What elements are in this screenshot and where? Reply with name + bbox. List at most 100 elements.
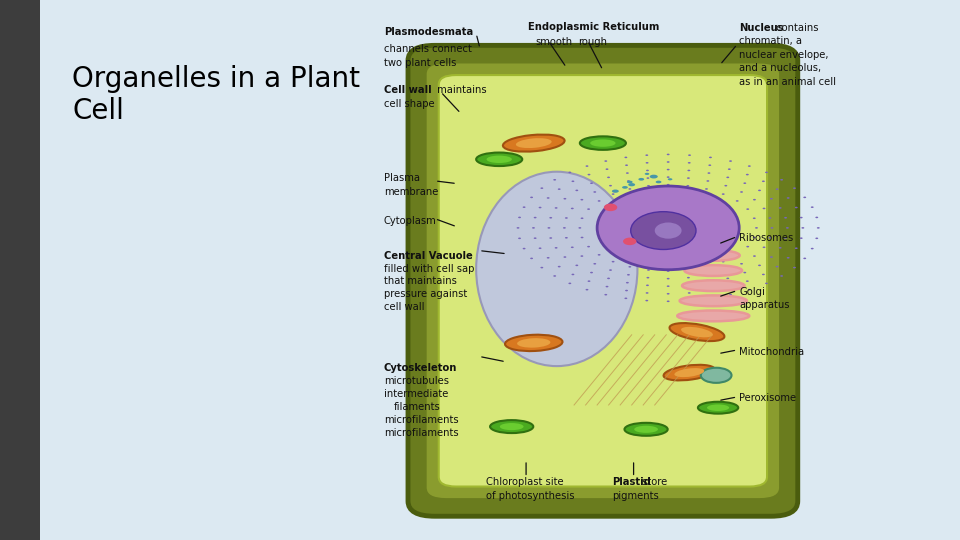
Ellipse shape	[793, 187, 796, 189]
Ellipse shape	[666, 300, 670, 302]
Text: Nucleus: Nucleus	[739, 23, 783, 33]
Ellipse shape	[793, 267, 796, 268]
Ellipse shape	[624, 298, 627, 299]
Ellipse shape	[578, 227, 582, 229]
Ellipse shape	[607, 278, 610, 279]
Ellipse shape	[771, 227, 774, 229]
Bar	[0, 0, 40, 540]
Ellipse shape	[505, 335, 563, 351]
Ellipse shape	[688, 300, 691, 301]
Ellipse shape	[804, 197, 806, 198]
Ellipse shape	[746, 208, 749, 210]
Ellipse shape	[625, 290, 628, 292]
Ellipse shape	[740, 263, 743, 265]
Ellipse shape	[609, 185, 612, 186]
Ellipse shape	[698, 402, 738, 414]
Ellipse shape	[564, 217, 567, 219]
Ellipse shape	[800, 238, 803, 239]
Ellipse shape	[746, 280, 749, 282]
Ellipse shape	[709, 157, 712, 158]
Ellipse shape	[593, 263, 596, 265]
Ellipse shape	[728, 286, 731, 287]
Text: pressure against: pressure against	[384, 289, 468, 300]
Ellipse shape	[571, 274, 574, 275]
Ellipse shape	[646, 162, 649, 164]
Ellipse shape	[786, 227, 789, 229]
Ellipse shape	[476, 172, 637, 366]
Ellipse shape	[779, 207, 781, 209]
Ellipse shape	[666, 278, 670, 280]
Ellipse shape	[564, 198, 566, 199]
Ellipse shape	[743, 183, 746, 184]
Text: nuclear envelope,: nuclear envelope,	[739, 50, 828, 60]
Ellipse shape	[555, 247, 558, 248]
Ellipse shape	[516, 227, 519, 228]
Text: Cell wall: Cell wall	[384, 85, 432, 96]
Ellipse shape	[666, 169, 670, 171]
Ellipse shape	[753, 199, 756, 200]
Ellipse shape	[518, 238, 521, 239]
Ellipse shape	[646, 177, 649, 179]
Ellipse shape	[708, 290, 711, 292]
Ellipse shape	[753, 255, 756, 257]
Ellipse shape	[666, 293, 670, 295]
Ellipse shape	[534, 238, 537, 239]
Text: maintains: maintains	[434, 85, 487, 96]
Text: rough: rough	[578, 37, 607, 47]
Ellipse shape	[547, 227, 550, 229]
Ellipse shape	[635, 426, 658, 433]
Ellipse shape	[735, 254, 738, 255]
Ellipse shape	[568, 172, 571, 173]
Ellipse shape	[804, 258, 806, 259]
Ellipse shape	[722, 193, 725, 195]
Text: and a nucleolus,: and a nucleolus,	[739, 63, 822, 73]
Ellipse shape	[762, 274, 765, 275]
Ellipse shape	[668, 178, 672, 180]
Ellipse shape	[564, 237, 567, 239]
Ellipse shape	[627, 274, 630, 275]
Ellipse shape	[666, 271, 670, 272]
Ellipse shape	[705, 188, 708, 190]
Ellipse shape	[581, 199, 584, 200]
Ellipse shape	[568, 282, 571, 284]
Ellipse shape	[795, 207, 798, 208]
Ellipse shape	[725, 185, 728, 186]
Ellipse shape	[580, 137, 626, 150]
Ellipse shape	[758, 190, 761, 191]
Ellipse shape	[539, 207, 541, 208]
Ellipse shape	[575, 190, 578, 191]
Text: Organelles in a Plant
Cell: Organelles in a Plant Cell	[72, 65, 360, 125]
Text: Cytoskeleton: Cytoskeleton	[384, 363, 457, 373]
Ellipse shape	[563, 227, 565, 229]
Ellipse shape	[626, 282, 629, 284]
Text: filaments: filaments	[394, 402, 441, 412]
Ellipse shape	[780, 179, 783, 180]
Ellipse shape	[558, 266, 561, 267]
Text: Central Vacuole: Central Vacuole	[384, 251, 472, 261]
Ellipse shape	[487, 156, 512, 163]
Ellipse shape	[605, 294, 608, 295]
Ellipse shape	[663, 365, 715, 380]
Ellipse shape	[666, 161, 670, 163]
Ellipse shape	[707, 404, 730, 411]
Ellipse shape	[588, 208, 590, 210]
Ellipse shape	[709, 298, 712, 299]
Ellipse shape	[687, 285, 690, 286]
Ellipse shape	[627, 180, 633, 184]
Ellipse shape	[553, 275, 556, 277]
Ellipse shape	[581, 218, 584, 219]
Ellipse shape	[684, 265, 742, 276]
Ellipse shape	[743, 272, 746, 273]
Ellipse shape	[590, 272, 593, 273]
Ellipse shape	[666, 177, 670, 178]
Ellipse shape	[729, 294, 732, 295]
Text: channels connect: channels connect	[384, 44, 472, 55]
Ellipse shape	[815, 217, 818, 218]
Text: Mitochondria: Mitochondria	[739, 347, 804, 357]
Ellipse shape	[539, 247, 541, 249]
Ellipse shape	[727, 177, 730, 178]
Text: Chloroplast site: Chloroplast site	[486, 477, 564, 488]
Ellipse shape	[647, 269, 650, 271]
Ellipse shape	[518, 217, 521, 218]
Ellipse shape	[588, 174, 590, 176]
